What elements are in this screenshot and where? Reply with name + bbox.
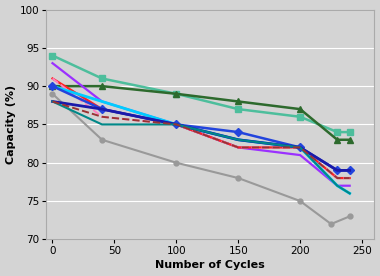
X-axis label: Number of Cycles: Number of Cycles	[155, 261, 265, 270]
Y-axis label: Capacity (%): Capacity (%)	[6, 85, 16, 164]
